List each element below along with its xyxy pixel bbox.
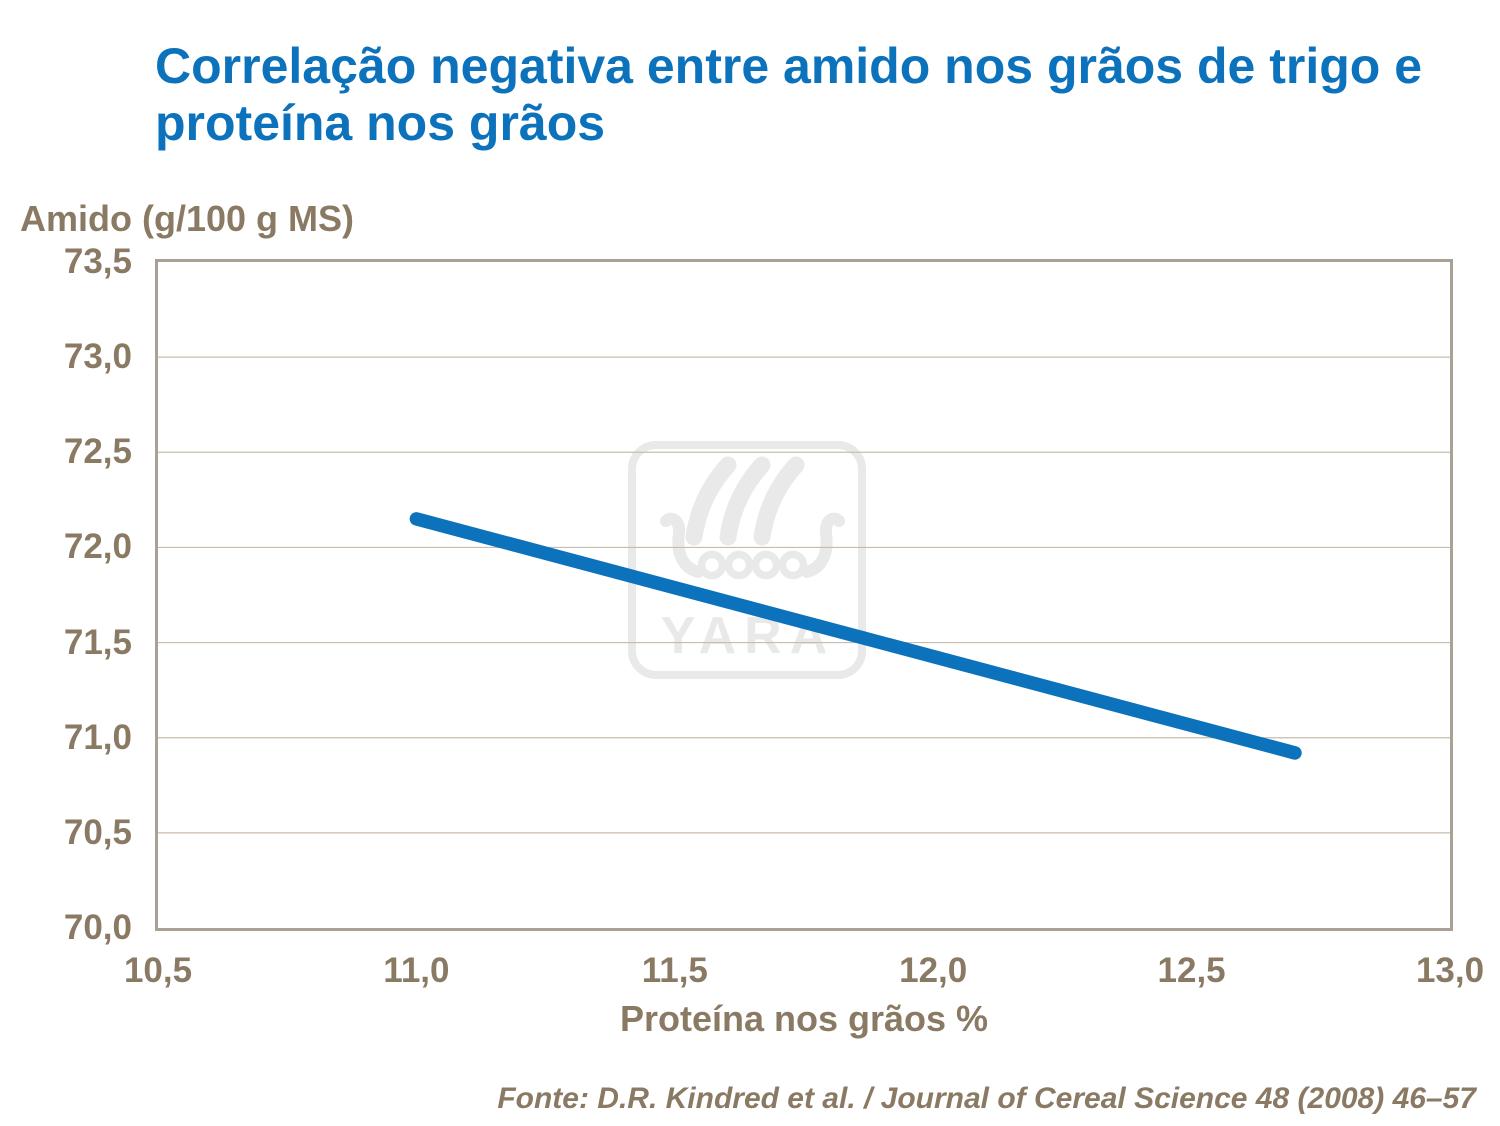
y-tick-label: 73,5 [63,242,132,281]
source-citation: Fonte: D.R. Kindred et al. / Journal of … [497,1082,1476,1115]
plot-svg: YARA [158,356,1450,834]
y-tick-label: 70,0 [63,908,132,947]
yara-logo-frame [628,441,866,679]
y-tick-label: 71,0 [63,717,132,757]
y-tick-label: 73,0 [63,337,132,377]
x-tick-label: 13,0 [1415,951,1485,990]
x-tick-label: 11,5 [641,951,708,990]
y-tick-label: 72,0 [63,527,132,567]
y-tick-label: 70,5 [63,812,132,852]
yara-logo-text: YARA [661,607,836,665]
chart-title-line-2: proteína nos grãos [155,95,606,151]
trend-line [409,512,1302,760]
y-axis-label: Amido (g/100 g MS) [20,198,355,239]
y-tick-label: 71,5 [63,622,132,662]
chart-title: Correlação negativa entre amido nos grão… [155,38,1475,152]
yara-logo-watermark: YARA [628,441,866,679]
x-tick-label: 12,5 [1157,951,1226,990]
x-axis-label: Proteína nos grãos % [619,998,989,1039]
y-tick-label: 72,5 [63,432,132,472]
chart-title-line-1: Correlação negativa entre amido nos grão… [155,38,1423,94]
x-tick-label: 12,0 [899,951,968,990]
x-tick-label: 11,0 [383,951,450,990]
yara-ship-icon [660,456,845,580]
x-tick-label: 10,5 [123,951,193,990]
plot-area: YARA [155,259,1453,931]
